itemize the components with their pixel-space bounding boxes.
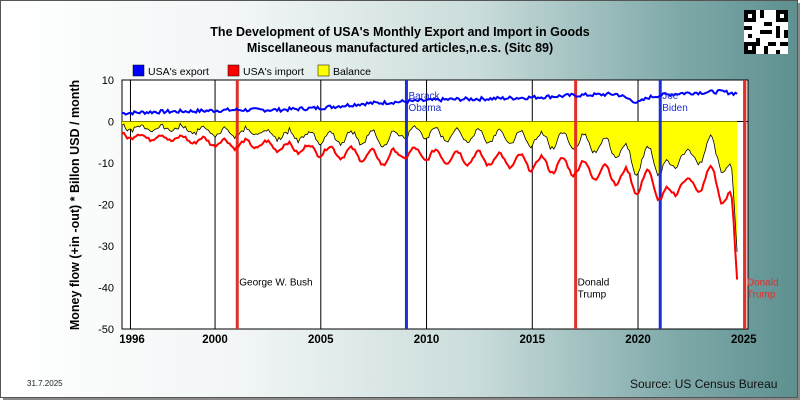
term-marker-label: Biden [662,103,688,114]
y-tick-label: -40 [98,283,114,295]
qr-code-icon [744,10,788,54]
y-tick-label: -20 [98,200,114,212]
term-marker-label: Trump [747,290,776,301]
legend-swatch [317,64,330,77]
balance-line [121,122,738,252]
term-marker-label: Obama [408,103,441,114]
term-marker-label: George W. Bush [239,278,312,289]
y-axis-label: Money flow (+in -out) * Billon USD / mon… [68,79,82,331]
x-tick-label: 2000 [202,334,228,346]
y-tick-label: 10 [102,75,114,87]
date-stamp: 31.7.2025 [27,379,63,388]
x-tick-label: 2010 [414,334,440,346]
term-marker-label: Trump [578,290,607,301]
y-tick-label: -50 [98,324,114,336]
legend-label: USA's export [148,66,209,78]
x-tick-label: 2005 [308,334,334,346]
source-note: Source: US Census Bureau [630,377,778,391]
legend-swatch [227,64,240,77]
chart-title: The Development of USA's Monthly Export … [210,25,590,39]
x-tick-label: 2015 [519,334,545,346]
x-tick-label: 2025 [731,334,757,346]
legend-label: USA's import [243,66,304,78]
term-marker-label: Joe [662,91,679,102]
term-marker-label: Donald [747,278,779,289]
balance-area [122,121,738,252]
x-tick-label: 1996 [119,334,145,346]
x-tick-label: 2020 [625,334,651,346]
export-line [121,88,738,116]
y-tick-label: -10 [98,158,114,170]
y-tick-label: -30 [98,241,114,253]
legend-label: Balance [333,66,371,78]
legend-swatch [132,64,145,77]
term-marker-label: Barack [408,91,440,102]
plot-background [121,79,749,330]
term-marker-label: Donald [578,278,610,289]
import-line [121,131,739,280]
y-tick-label: 0 [108,117,114,129]
chart-subtitle: Miscellaneous manufactured articles,n.e.… [246,41,554,55]
